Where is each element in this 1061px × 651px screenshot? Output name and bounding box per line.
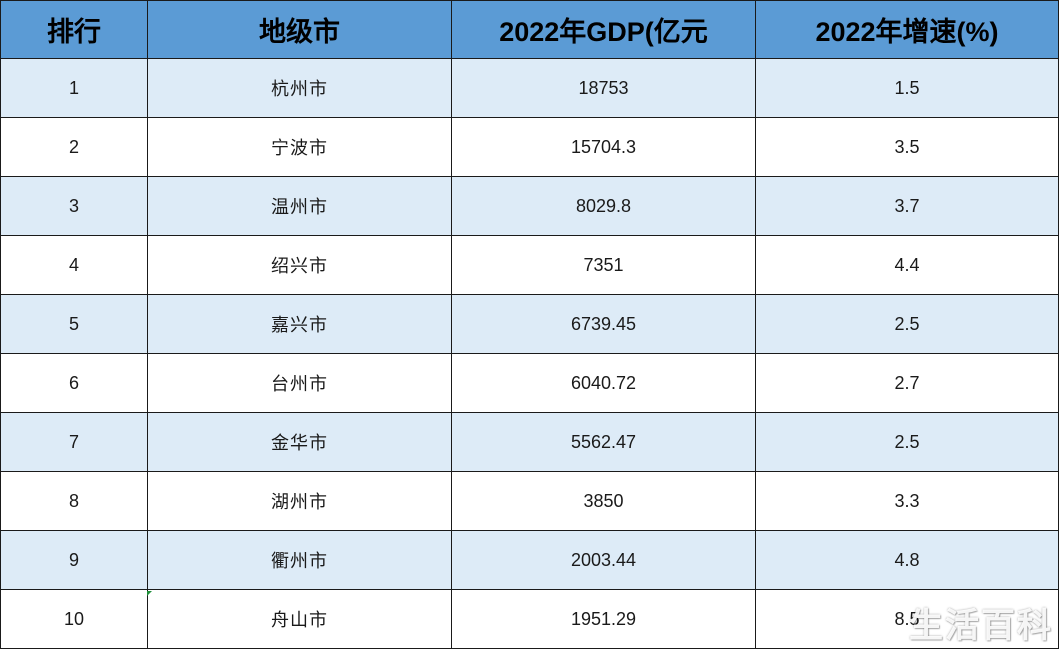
cell-rank[interactable]: 10 <box>0 589 148 649</box>
cell-rank[interactable]: 4 <box>0 235 148 295</box>
cell-growth[interactable]: 4.8 <box>755 530 1059 590</box>
cell-rank[interactable]: 8 <box>0 471 148 531</box>
cell-city[interactable]: 舟山市 <box>147 589 452 649</box>
table-row: 9 衢州市 2003.44 4.8 <box>0 530 1059 590</box>
header-city[interactable]: 地级市 <box>147 0 452 59</box>
cell-gdp[interactable]: 2003.44 <box>451 530 756 590</box>
cell-gdp[interactable]: 5562.47 <box>451 412 756 472</box>
header-growth[interactable]: 2022年增速(%) <box>755 0 1059 59</box>
cell-growth[interactable]: 4.4 <box>755 235 1059 295</box>
cell-rank[interactable]: 3 <box>0 176 148 236</box>
cell-gdp[interactable]: 6040.72 <box>451 353 756 413</box>
cell-gdp[interactable]: 3850 <box>451 471 756 531</box>
cell-growth[interactable]: 1.5 <box>755 58 1059 118</box>
table-body: 1 杭州市 18753 1.5 2 宁波市 15704.3 3.5 3 温州市 8029.8 3.7 4… <box>0 58 1059 649</box>
table-row: 5 嘉兴市 6739.45 2.5 <box>0 294 1059 354</box>
header-row: 排行 地级市 2022年GDP(亿元 2022年增速(%) <box>0 0 1059 59</box>
cell-rank[interactable]: 5 <box>0 294 148 354</box>
cell-city[interactable]: 湖州市 <box>147 471 452 531</box>
cell-city[interactable]: 台州市 <box>147 353 452 413</box>
table-row: 3 温州市 8029.8 3.7 <box>0 176 1059 236</box>
cell-rank[interactable]: 2 <box>0 117 148 177</box>
cell-gdp[interactable]: 6739.45 <box>451 294 756 354</box>
table-row: 6 台州市 6040.72 2.7 <box>0 353 1059 413</box>
cell-rank[interactable]: 9 <box>0 530 148 590</box>
cell-city[interactable]: 金华市 <box>147 412 452 472</box>
cell-growth[interactable]: 2.7 <box>755 353 1059 413</box>
cell-gdp[interactable]: 15704.3 <box>451 117 756 177</box>
header-gdp[interactable]: 2022年GDP(亿元 <box>451 0 756 59</box>
cell-gdp[interactable]: 7351 <box>451 235 756 295</box>
cell-rank[interactable]: 6 <box>0 353 148 413</box>
cell-gdp[interactable]: 8029.8 <box>451 176 756 236</box>
table-row: 4 绍兴市 7351 4.4 <box>0 235 1059 295</box>
cell-city[interactable]: 杭州市 <box>147 58 452 118</box>
table-row: 1 杭州市 18753 1.5 <box>0 58 1059 118</box>
cell-city[interactable]: 嘉兴市 <box>147 294 452 354</box>
cell-city[interactable]: 温州市 <box>147 176 452 236</box>
cell-growth[interactable]: 3.5 <box>755 117 1059 177</box>
cell-gdp[interactable]: 18753 <box>451 58 756 118</box>
cell-growth[interactable]: 2.5 <box>755 294 1059 354</box>
cell-gdp[interactable]: 1951.29 <box>451 589 756 649</box>
table-row: 8 湖州市 3850 3.3 <box>0 471 1059 531</box>
cell-rank[interactable]: 1 <box>0 58 148 118</box>
cell-growth[interactable]: 3.7 <box>755 176 1059 236</box>
cell-rank[interactable]: 7 <box>0 412 148 472</box>
cell-growth[interactable]: 2.5 <box>755 412 1059 472</box>
cell-growth[interactable]: 8.5 <box>755 589 1059 649</box>
cell-comment-marker <box>147 591 152 596</box>
cell-city[interactable]: 衢州市 <box>147 530 452 590</box>
table-row: 10 舟山市 1951.29 8.5 <box>0 589 1059 649</box>
cell-growth[interactable]: 3.3 <box>755 471 1059 531</box>
table-row: 7 金华市 5562.47 2.5 <box>0 412 1059 472</box>
table-row: 2 宁波市 15704.3 3.5 <box>0 117 1059 177</box>
header-rank[interactable]: 排行 <box>0 0 148 59</box>
cell-city[interactable]: 绍兴市 <box>147 235 452 295</box>
cell-city[interactable]: 宁波市 <box>147 117 452 177</box>
